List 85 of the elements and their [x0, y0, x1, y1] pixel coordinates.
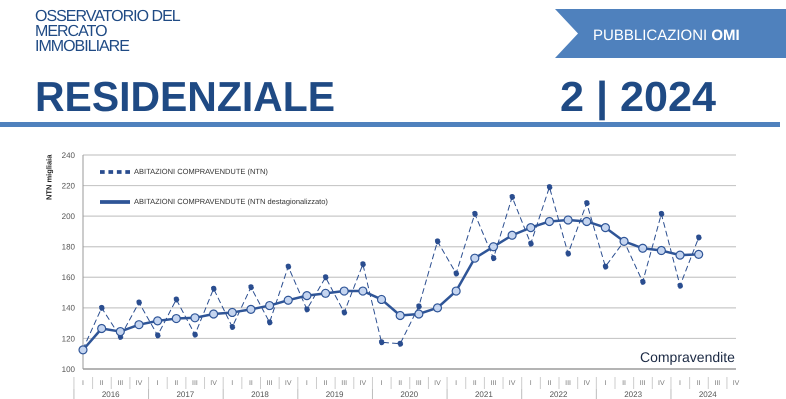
point	[173, 296, 180, 302]
point	[640, 278, 646, 285]
point	[582, 216, 592, 226]
point	[134, 320, 144, 330]
point	[154, 332, 161, 338]
point	[285, 264, 292, 270]
point	[98, 304, 105, 311]
point	[248, 284, 254, 290]
text: 2024	[698, 390, 718, 399]
point	[304, 306, 310, 312]
point	[228, 308, 237, 318]
point	[209, 309, 218, 319]
point	[470, 254, 480, 263]
y-tick-label: 200	[62, 212, 76, 221]
y-tick-label: 160	[62, 273, 76, 282]
text: 2023	[624, 390, 643, 399]
text: 2020	[400, 390, 419, 399]
chart-subtitle: 2 | 2024	[560, 73, 717, 121]
point	[696, 234, 702, 241]
text: 2022	[550, 390, 568, 399]
y-tick-label: 180	[62, 242, 76, 252]
point	[396, 310, 405, 320]
point	[266, 319, 273, 326]
point	[602, 264, 608, 270]
point	[376, 294, 386, 304]
point	[322, 274, 329, 280]
point	[509, 194, 516, 200]
point	[190, 313, 200, 322]
point	[320, 288, 330, 298]
point	[284, 296, 293, 305]
chart-title: RESIDENZIALE	[35, 73, 344, 120]
point	[600, 223, 610, 232]
point	[453, 270, 460, 276]
text: PUBBLICAZIONI OMI	[593, 27, 740, 44]
text: 2021	[474, 390, 494, 399]
y-tick-label: 100	[62, 364, 76, 374]
y-tick-label: 240	[62, 150, 76, 160]
point	[563, 215, 573, 225]
point	[584, 200, 590, 206]
point	[116, 326, 125, 336]
text: 2019	[326, 390, 344, 399]
point	[153, 316, 162, 326]
point	[172, 314, 181, 324]
y-tick-label: 120	[62, 334, 76, 344]
point	[675, 250, 685, 260]
point	[472, 210, 478, 217]
point	[490, 255, 496, 262]
point	[192, 332, 198, 338]
point	[546, 184, 552, 190]
point	[565, 250, 572, 257]
point	[414, 309, 424, 319]
point	[488, 242, 498, 252]
point	[340, 286, 349, 296]
y-tick-label: 220	[62, 181, 76, 190]
point	[434, 238, 440, 244]
point	[358, 286, 368, 296]
point	[508, 230, 517, 240]
text: 2017	[176, 390, 195, 399]
point	[656, 246, 666, 256]
text: 2016	[102, 390, 120, 399]
annotation: Compravendite	[640, 349, 735, 365]
point	[432, 303, 442, 312]
point	[246, 304, 256, 314]
point	[677, 282, 684, 289]
point	[452, 286, 461, 296]
point	[302, 291, 312, 300]
point	[136, 300, 142, 306]
point	[416, 303, 422, 310]
point	[229, 324, 236, 330]
point	[528, 240, 534, 247]
text: 2018	[251, 390, 270, 399]
point	[97, 324, 106, 334]
y-tick-label: 140	[62, 304, 76, 313]
point	[378, 339, 385, 346]
point	[638, 244, 648, 253]
point	[341, 309, 348, 316]
point	[694, 250, 704, 259]
point	[544, 216, 554, 226]
point	[210, 286, 217, 292]
point	[397, 340, 404, 347]
point	[658, 210, 664, 217]
point	[264, 300, 274, 310]
point	[526, 223, 536, 232]
point	[360, 261, 366, 268]
text: OSSERVATORIO DEL MERCATO IMMOBILIARE	[35, 8, 181, 55]
